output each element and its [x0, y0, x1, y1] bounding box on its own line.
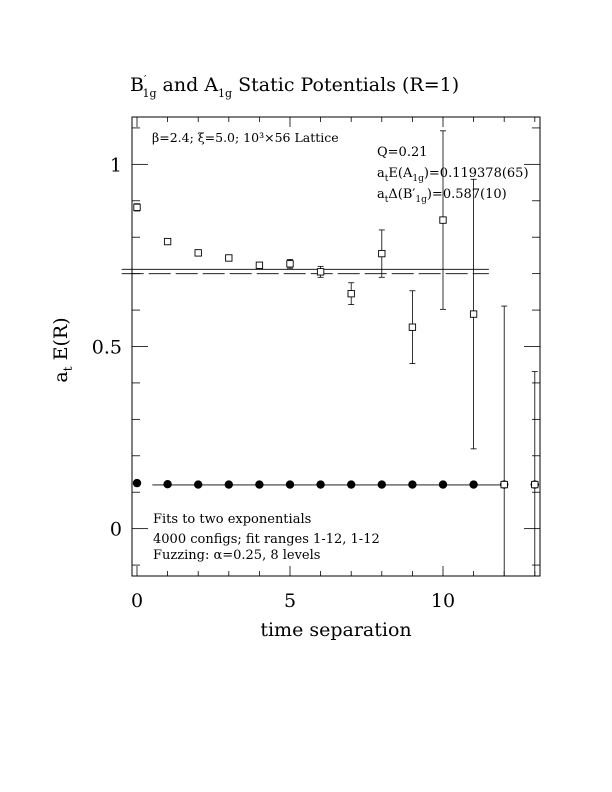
data-point-circle [408, 480, 417, 489]
data-point-circle [316, 480, 325, 489]
data-point-square [225, 254, 233, 262]
data-point-circle [438, 480, 448, 489]
data-point-square [133, 203, 141, 211]
delta-b1g-annotation: atΔ(B′1g)=0.587(10) [377, 187, 507, 205]
axis-tick-labels: 0 5 10 0 0.5 1 [92, 154, 455, 612]
data-point-circle [255, 480, 264, 489]
data-markers [132, 203, 539, 489]
data-point-circle [285, 480, 295, 489]
q-annotation: Q=0.21 [377, 145, 428, 160]
data-point-circle [163, 480, 172, 489]
data-point-circle [132, 478, 142, 488]
y-tick-label: 1 [110, 154, 122, 176]
data-point-circle [377, 480, 386, 489]
chart-title: B′ 1g and A1g Static Potentials (R=1) [130, 73, 459, 100]
data-point-circle [347, 480, 356, 489]
x-tick-label: 5 [284, 590, 296, 612]
data-point-circle [194, 480, 203, 489]
data-point-square [286, 260, 294, 268]
y-tick-label: 0 [110, 519, 122, 541]
data-point-square [378, 249, 386, 258]
configs-annotation: 4000 configs; fit ranges 1-12, 1-12 [153, 532, 380, 547]
energy-a1g-annotation: atE(A1g)=0.119378(65) [377, 166, 529, 184]
fits-annotation: Fits to two exponentials [153, 512, 311, 527]
data-point-square [163, 237, 172, 246]
data-point-square [316, 268, 325, 276]
data-point-square [408, 323, 417, 331]
fit-lines [121, 268, 505, 486]
data-point-square [439, 216, 447, 224]
plot-frame [131, 116, 541, 577]
y-tick-label: 0.5 [92, 337, 122, 359]
x-tick-label: 10 [431, 590, 455, 612]
data-point-square [469, 310, 478, 318]
data-point-circle [224, 480, 233, 489]
data-point-square [194, 249, 202, 257]
data-point-square [347, 290, 355, 298]
axis-ticks [132, 117, 540, 576]
lattice-params-annotation: β=2.4; ξ=5.0; 10³×56 Lattice [152, 130, 339, 145]
data-point-circle [469, 480, 478, 489]
y-axis-label: at E(R) [50, 317, 75, 382]
x-tick-label: 0 [131, 590, 143, 612]
data-point-square [531, 480, 539, 489]
data-point-square [500, 480, 508, 489]
fuzzing-annotation: Fuzzing: α=0.25, 8 levels [153, 548, 320, 563]
data-point-square [255, 261, 264, 269]
x-axis-label: time separation [260, 619, 411, 641]
